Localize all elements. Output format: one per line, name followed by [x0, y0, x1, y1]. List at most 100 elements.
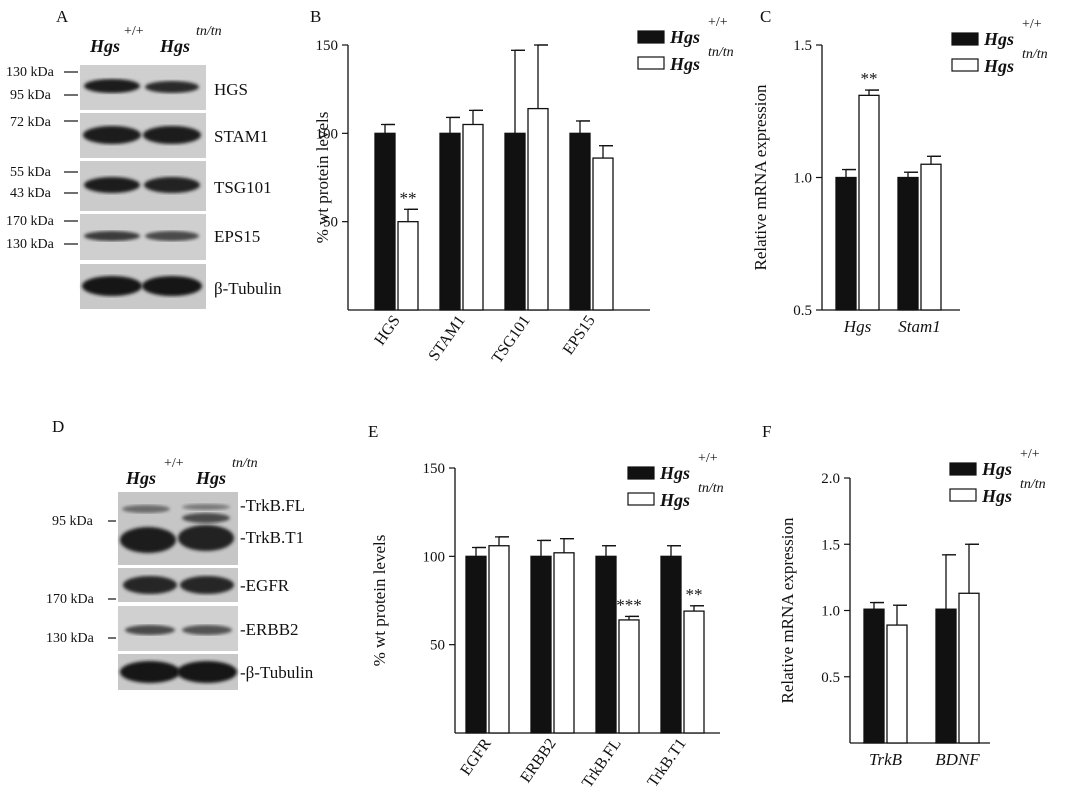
- x-category-label: HGS: [371, 313, 403, 349]
- bar-wildtype: [595, 555, 617, 734]
- legend: Hgs +/+ Hgs tn/tn: [627, 451, 724, 510]
- blot-strip-trkb: [118, 492, 238, 565]
- y-tick-label: 1.5: [821, 537, 840, 553]
- legend-superscript-wildtype: +/+: [1020, 447, 1040, 462]
- marker-130kda: 130 kDa: [6, 65, 55, 80]
- legend-superscript-mutant: tn/tn: [708, 45, 734, 60]
- x-category-label: Hgs: [843, 317, 872, 336]
- bar-mutant: [397, 221, 419, 311]
- significance-marker: ***: [616, 595, 642, 614]
- panel-letter-f: F: [762, 422, 771, 441]
- bar-mutant: [618, 619, 640, 734]
- genotype-mut-superscript-d: tn/tn: [232, 456, 258, 471]
- significance-marker: **: [400, 188, 417, 207]
- y-tick-label: 0.5: [793, 303, 812, 319]
- marker-170kda-d: 170 kDa: [46, 592, 95, 607]
- genotype-wt-label-d: Hgs: [125, 468, 156, 488]
- marker-72kda: 72 kDa: [10, 115, 52, 130]
- protein-label-tubulin-d: -β-Tubulin: [240, 663, 314, 682]
- chart-panel-f: 0.5 1.0 1.5 2.0 Relative mRNA expression TrkB…: [778, 447, 1046, 769]
- panel-letter-a: A: [56, 7, 69, 26]
- y-tick-label: 2.0: [821, 471, 840, 487]
- legend-label-wildtype: Hgs: [669, 27, 700, 47]
- y-tick-label: 1.0: [793, 171, 812, 187]
- bar-mutant: [683, 610, 705, 734]
- bar-wildtype: [935, 608, 957, 744]
- bar-wildtype: [835, 176, 857, 311]
- marker-43kda: 43 kDa: [10, 186, 52, 201]
- marker-labels-d: 95 kDa 170 kDa 130 kDa: [46, 514, 116, 646]
- y-tick-label: 50: [323, 215, 338, 231]
- bar-mutant: [858, 94, 880, 311]
- y-axis-title: Relative mRNA expression: [751, 84, 770, 271]
- y-axis-title: Relative mRNA expression: [778, 517, 797, 704]
- legend-label-wildtype: Hgs: [981, 459, 1012, 479]
- blot-strip-tsg101: [80, 161, 206, 211]
- bar-wildtype: [897, 176, 919, 311]
- chart-panel-b: 50 100 150 % wt protein levels HGS STAM1 TSG10…: [313, 15, 734, 367]
- bar-wildtype: [569, 132, 591, 311]
- chart-panel-c: 0.5 1.0 1.5 Relative mRNA expression Hgs Stam…: [751, 17, 1048, 336]
- blot-strip-tubulin-d: [118, 654, 238, 690]
- panel-letter-b: B: [310, 7, 321, 26]
- protein-label-erbb2: -ERBB2: [240, 620, 299, 639]
- bar-wildtype: [530, 555, 552, 734]
- legend-superscript-wildtype: +/+: [698, 451, 718, 466]
- blot-strip-egfr: [118, 568, 238, 602]
- bar-mutant: [488, 545, 510, 734]
- significance-marker: **: [686, 585, 703, 604]
- legend-swatch-mutant: [637, 56, 665, 70]
- legend-swatch-wildtype: [951, 32, 979, 46]
- bar-wildtype: [863, 608, 885, 744]
- protein-labels-d: -TrkB.FL -TrkB.T1 -EGFR -ERBB2 -β-Tubuli…: [240, 496, 314, 682]
- blot-strip-hgs: [80, 65, 206, 110]
- legend-superscript-mutant: tn/tn: [698, 481, 724, 496]
- y-tick-label: 1.5: [793, 38, 812, 54]
- marker-95kda: 95 kDa: [10, 88, 52, 103]
- bar-mutant: [462, 123, 484, 311]
- genotype-wt-superscript: +/+: [124, 24, 144, 39]
- genotype-wt-superscript-d: +/+: [164, 456, 184, 471]
- blot-strip-tubulin: [80, 264, 206, 309]
- marker-55kda: 55 kDa: [10, 165, 52, 180]
- bar-mutant: [527, 107, 549, 311]
- legend-label-mutant: Hgs: [659, 490, 690, 510]
- protein-label-trkb-t1: -TrkB.T1: [240, 528, 304, 547]
- legend-superscript-mutant: tn/tn: [1022, 47, 1048, 62]
- blot-strip-eps15: [80, 214, 206, 260]
- y-tick-label: 150: [316, 38, 339, 54]
- marker-95kda-d: 95 kDa: [52, 514, 94, 529]
- marker-labels: 130 kDa 95 kDa 72 kDa 55 kDa 43 kDa 170 …: [6, 65, 78, 252]
- bar-mutant: [592, 157, 614, 311]
- y-tick-label: 100: [423, 549, 446, 565]
- x-category-label: TSG101: [489, 313, 534, 367]
- panel-d: D Hgs +/+ Hgs tn/tn 95 kDa: [46, 417, 314, 690]
- legend: Hgs +/+ Hgs tn/tn: [951, 17, 1048, 76]
- genotype-mut-superscript: tn/tn: [196, 24, 222, 39]
- panel-letter-c: C: [760, 7, 771, 26]
- protein-label-trkb-fl: -TrkB.FL: [240, 496, 305, 515]
- y-axis-title: % wt protein levels: [370, 535, 389, 667]
- legend-superscript-wildtype: +/+: [1022, 17, 1042, 32]
- bar-mutant: [920, 163, 942, 311]
- blot-strip-stam1: [80, 113, 206, 158]
- genotype-wt-label: Hgs: [89, 36, 120, 56]
- legend-label-mutant: Hgs: [669, 54, 700, 74]
- significance-marker: **: [861, 69, 878, 88]
- legend-label-mutant: Hgs: [983, 56, 1014, 76]
- protein-label-tubulin: β-Tubulin: [214, 279, 282, 298]
- bar-mutant: [886, 624, 908, 744]
- y-tick-label: 50: [430, 638, 445, 654]
- panel-letter-d: D: [52, 417, 64, 436]
- x-category-label: EPS15: [560, 313, 599, 358]
- marker-130kda-b: 130 kDa: [6, 237, 55, 252]
- legend-superscript-wildtype: +/+: [708, 15, 728, 30]
- legend-label-wildtype: Hgs: [983, 29, 1014, 49]
- legend-superscript-mutant: tn/tn: [1020, 477, 1046, 492]
- x-category-label: EGFR: [457, 735, 495, 779]
- legend-swatch-wildtype: [627, 466, 655, 480]
- legend-swatch-mutant: [949, 488, 977, 502]
- y-tick-label: 100: [316, 126, 339, 142]
- legend-swatch-mutant: [951, 58, 979, 72]
- bar-wildtype: [660, 555, 682, 734]
